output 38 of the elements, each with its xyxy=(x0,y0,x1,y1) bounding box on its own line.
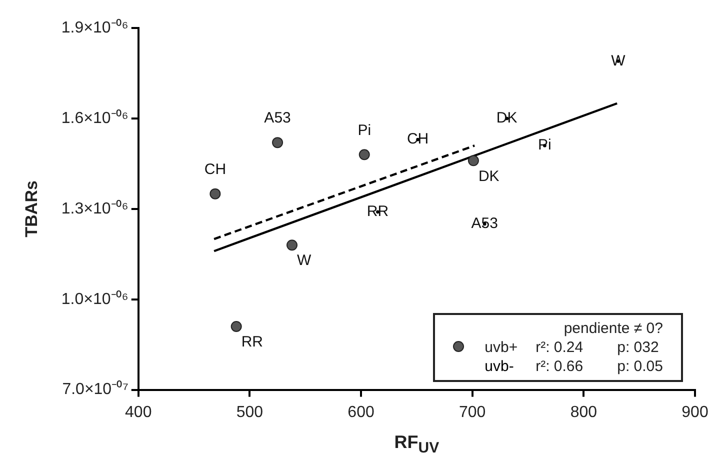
annotation: p: 0.05 xyxy=(616,356,664,376)
point xyxy=(230,320,242,332)
annotation: A53 xyxy=(471,215,498,232)
x-tick-label: 600 xyxy=(348,404,374,421)
annotation: W xyxy=(611,52,626,70)
text: uvb- xyxy=(484,356,515,376)
annotation: W xyxy=(297,252,312,270)
annotation: RR xyxy=(366,203,389,220)
annotation: DK xyxy=(496,110,518,127)
y-tick-label: 1.9×10⁻⁰⁶ xyxy=(61,18,128,36)
point xyxy=(210,188,221,200)
y-tick-label: 7.0×10⁻⁰⁷ xyxy=(62,380,129,398)
annotation: Pi xyxy=(358,122,372,139)
annotation: DK xyxy=(478,168,500,185)
annotation: CH xyxy=(204,160,226,178)
annotation: p: 032 xyxy=(616,338,660,357)
x-axis-title: RF$_{UV}$ xyxy=(394,432,440,457)
annotation: pendiente ≠ 0? xyxy=(562,318,664,338)
point xyxy=(358,149,370,160)
legend-label: uvb+ xyxy=(484,338,519,357)
annotation: A53 xyxy=(264,110,291,127)
y-tick-label: 1.6×10⁻⁰⁶ xyxy=(61,108,128,127)
point xyxy=(272,137,284,148)
y-tick-label: 1.0×10⁻⁰⁶ xyxy=(61,290,128,308)
annotation: CH xyxy=(406,130,429,148)
annotation: r²: 0.24 xyxy=(534,338,584,357)
y-tick-label: 1.3×10⁻⁰⁶ xyxy=(61,199,128,218)
annotation: RR xyxy=(241,334,264,351)
x-tick-label: 700 xyxy=(458,404,486,421)
point xyxy=(286,240,298,251)
y-axis-title: TBARs xyxy=(22,180,41,238)
x-tick-label: 800 xyxy=(570,404,598,421)
x-tick-label: 400 xyxy=(125,404,152,421)
x-tick-label: 500 xyxy=(236,404,264,421)
annotation: Pi xyxy=(538,136,552,154)
annotation: r²: 0.66 xyxy=(534,356,584,376)
point xyxy=(468,155,479,166)
x-tick-label: 900 xyxy=(682,404,708,421)
